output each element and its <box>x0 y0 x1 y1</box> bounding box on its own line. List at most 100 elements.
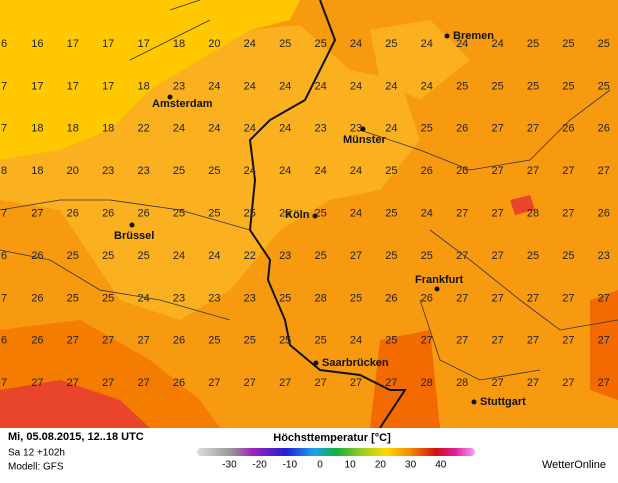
grid-value: 26 <box>456 123 468 135</box>
grid-value: 24 <box>350 335 362 347</box>
grid-value: 25 <box>279 335 291 347</box>
grid-value: 24 <box>208 80 220 92</box>
grid-value: 27 <box>421 335 433 347</box>
city-dot <box>444 33 450 39</box>
region-light <box>370 20 470 100</box>
grid-value: 20 <box>208 38 220 50</box>
grid-value: 24 <box>385 123 397 135</box>
grid-value: 25 <box>208 165 220 177</box>
grid-value: 25 <box>314 250 326 262</box>
grid-value: 25 <box>491 80 503 92</box>
grid-value: 7 <box>1 208 7 220</box>
run: Sa 12 +102h <box>8 448 65 459</box>
grid-value: 26 <box>456 165 468 177</box>
grid-value: 7 <box>1 377 7 389</box>
grid-value: 23 <box>208 292 220 304</box>
grid-value: 27 <box>527 292 539 304</box>
grid-value: 27 <box>598 165 610 177</box>
grid-value: 25 <box>314 208 326 220</box>
grid-value: 26 <box>562 123 574 135</box>
grid-value: 26 <box>31 335 43 347</box>
grid-value: 26 <box>598 123 610 135</box>
legend-tick: 0 <box>317 460 323 471</box>
grid-value: 25 <box>385 208 397 220</box>
grid-value: 25 <box>456 80 468 92</box>
grid-values: 6 16 17 17 17 18 20 24 25 25 24 25 24 24 24 25 25 25 7 17 17… <box>1 38 610 389</box>
grid-value: 17 <box>102 38 114 50</box>
city-dot <box>167 94 173 100</box>
grid-value: 6 <box>1 38 7 50</box>
admin-lines <box>0 0 618 381</box>
grid-value: 27 <box>562 292 574 304</box>
grid-value: 26 <box>173 377 185 389</box>
grid-value: 25 <box>102 250 114 262</box>
grid-value: 24 <box>244 38 256 50</box>
city-dot <box>360 126 366 132</box>
grid-value: 27 <box>598 335 610 347</box>
grid-value: 25 <box>67 292 79 304</box>
grid-value: 25 <box>385 38 397 50</box>
grid-value: 27 <box>456 292 468 304</box>
grid-value: 24 <box>350 165 362 177</box>
legend-title: Höchsttemperatur [°C] <box>273 432 391 444</box>
grid-value: 24 <box>385 80 397 92</box>
grid-value: 28 <box>421 377 433 389</box>
grid-value: 25 <box>527 250 539 262</box>
grid-value: 24 <box>456 38 468 50</box>
grid-value: 25 <box>279 208 291 220</box>
city-label: Münster <box>343 134 387 146</box>
grid-value: 24 <box>350 80 362 92</box>
region-warm <box>590 290 618 400</box>
legend-tick: -30 <box>222 460 237 471</box>
grid-value: 23 <box>173 292 185 304</box>
legend-tick: 30 <box>405 460 417 471</box>
grid-value: 27 <box>491 165 503 177</box>
grid-value: 27 <box>244 377 256 389</box>
grid-value: 27 <box>208 377 220 389</box>
grid-value: 18 <box>31 165 43 177</box>
grid-value: 25 <box>421 123 433 135</box>
grid-value: 17 <box>31 80 43 92</box>
grid-value: 25 <box>314 38 326 50</box>
grid-value: 27 <box>562 208 574 220</box>
city-label: Saarbrücken <box>322 357 389 369</box>
grid-value: 20 <box>67 165 79 177</box>
grid-value: 8 <box>1 165 7 177</box>
city-dot <box>129 222 135 228</box>
grid-value: 7 <box>1 292 7 304</box>
grid-value: 26 <box>598 208 610 220</box>
city-label: Brüssel <box>114 230 154 242</box>
grid-value: 23 <box>173 80 185 92</box>
grid-value: 23 <box>244 292 256 304</box>
region-hot <box>0 380 150 428</box>
grid-value: 17 <box>67 80 79 92</box>
grid-value: 25 <box>385 250 397 262</box>
grid-value: 22 <box>137 123 149 135</box>
region-hot <box>510 195 535 215</box>
grid-value: 24 <box>137 292 149 304</box>
grid-value: 23 <box>350 123 362 135</box>
grid-value: 25 <box>598 80 610 92</box>
grid-value: 26 <box>385 292 397 304</box>
city-dot <box>312 213 318 219</box>
grid-value: 27 <box>598 292 610 304</box>
grid-value: 17 <box>102 80 114 92</box>
city-label: Frankfurt <box>415 274 464 286</box>
grid-value: 26 <box>102 208 114 220</box>
grid-value: 27 <box>279 377 291 389</box>
grid-value: 27 <box>527 165 539 177</box>
grid-value: 24 <box>421 208 433 220</box>
date: Mi, 05.08.2015, 12..18 UTC <box>8 431 144 443</box>
grid-value: 27 <box>67 377 79 389</box>
grid-value: 27 <box>102 377 114 389</box>
grid-value: 25 <box>562 250 574 262</box>
grid-value: 27 <box>491 292 503 304</box>
grid-value: 25 <box>527 80 539 92</box>
legend-ticks: -30 -20 -10 0 10 20 30 40 <box>222 460 447 471</box>
legend-tick: -10 <box>283 460 298 471</box>
grid-value: 26 <box>31 292 43 304</box>
grid-value: 23 <box>314 123 326 135</box>
grid-value: 24 <box>421 38 433 50</box>
grid-value: 25 <box>173 165 185 177</box>
